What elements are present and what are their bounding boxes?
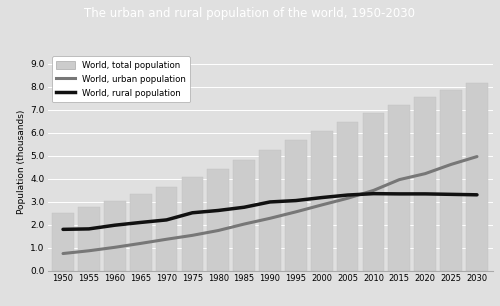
Bar: [156, 187, 178, 271]
Bar: [440, 90, 462, 271]
Bar: [52, 213, 74, 271]
Bar: [78, 207, 100, 271]
Bar: [337, 122, 358, 271]
Text: The urban and rural population of the world, 1950-2030: The urban and rural population of the wo…: [84, 6, 415, 20]
Bar: [388, 105, 410, 271]
Bar: [259, 150, 281, 271]
Bar: [208, 169, 229, 271]
Bar: [414, 97, 436, 271]
Legend: World, total population, World, urban population, World, rural population: World, total population, World, urban po…: [52, 56, 190, 103]
Bar: [234, 159, 255, 271]
Bar: [362, 113, 384, 271]
Bar: [130, 194, 152, 271]
Bar: [285, 140, 306, 271]
Y-axis label: Population (thousands): Population (thousands): [17, 109, 26, 214]
Bar: [311, 131, 332, 271]
Bar: [466, 83, 488, 271]
Bar: [182, 177, 204, 271]
Bar: [104, 201, 126, 271]
